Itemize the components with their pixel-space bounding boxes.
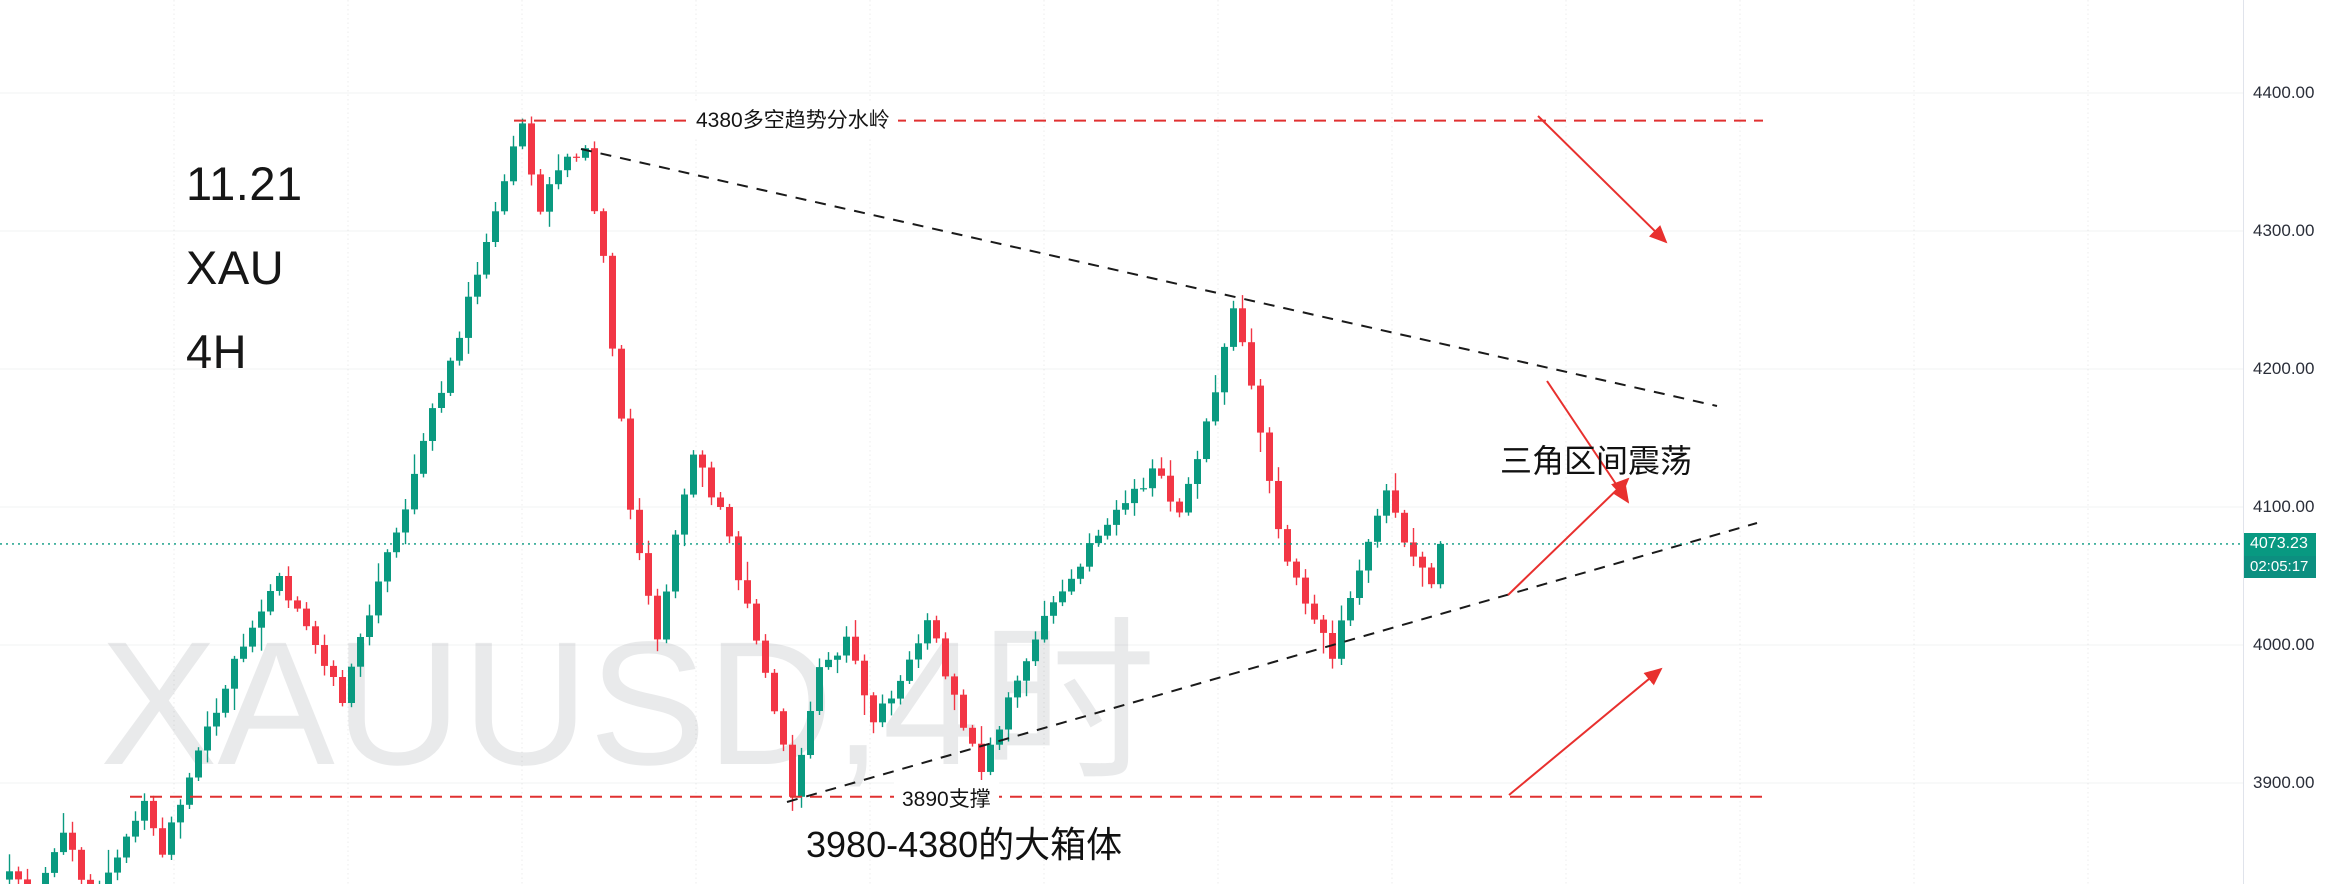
note-symbol: XAU <box>186 241 285 294</box>
price-tick: 4000.00 <box>2253 635 2315 654</box>
price-axis[interactable]: 4400.00 4300.00 4200.00 4100.00 4000.00 3900.… <box>2243 0 2337 884</box>
support-3890-label[interactable]: 3890支撑 <box>894 780 999 816</box>
note-timeframe: 4H <box>186 325 248 378</box>
price-tick: 4200.00 <box>2253 359 2315 378</box>
big-box-annotation[interactable]: 3980-4380的大箱体 <box>806 824 1123 865</box>
note-date: 11.21 <box>186 157 303 210</box>
price-tick: 4100.00 <box>2253 497 2315 516</box>
price-tick: 4400.00 <box>2253 83 2315 102</box>
price-tick: 4300.00 <box>2253 221 2315 240</box>
current-price-badge: 4073.23 <box>2244 532 2316 556</box>
candle-countdown: 02:05:17 <box>2244 555 2316 578</box>
chart-note-title: 11.21 XAU 4H <box>186 142 303 394</box>
resistance-4380-label[interactable]: 4380多空趋势分水岭 <box>688 101 898 137</box>
price-tick: 3900.00 <box>2253 773 2315 792</box>
triangle-range-annotation[interactable]: 三角区间震荡 <box>1500 443 1693 479</box>
chart-canvas[interactable] <box>0 0 2243 884</box>
